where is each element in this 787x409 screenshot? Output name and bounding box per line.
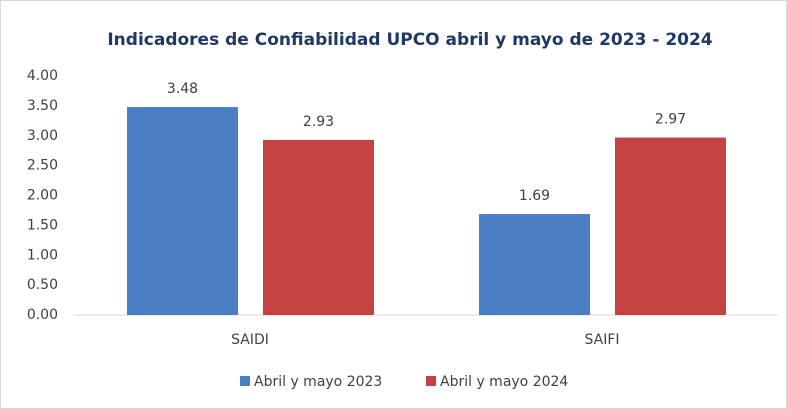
y-tick-label: 0.50 xyxy=(27,277,58,293)
data-label: 2.93 xyxy=(303,114,334,130)
x-tick-label: SAIFI xyxy=(584,332,619,348)
bar xyxy=(615,137,726,315)
bar xyxy=(263,139,374,315)
x-tick-label: SAIDI xyxy=(231,332,269,348)
data-label: 1.69 xyxy=(519,188,550,204)
y-tick-label: 1.00 xyxy=(27,247,58,263)
y-tick-label: 1.50 xyxy=(27,217,58,233)
y-tick-label: 3.50 xyxy=(27,98,58,114)
y-tick-label: 0.00 xyxy=(27,307,58,323)
y-tick-label: 3.00 xyxy=(27,128,58,144)
bar xyxy=(127,107,238,315)
y-tick-label: 2.50 xyxy=(27,158,58,174)
data-label: 3.48 xyxy=(167,81,198,97)
legend-label: Abril y mayo 2024 xyxy=(440,374,568,390)
chart-title: Indicadores de Confiabilidad UPCO abril … xyxy=(107,30,712,50)
legend-swatch xyxy=(426,376,436,386)
y-tick-label: 2.00 xyxy=(27,188,58,204)
data-label: 2.97 xyxy=(655,112,686,128)
y-tick-label: 4.00 xyxy=(27,68,58,84)
bar xyxy=(479,214,590,315)
legend-swatch xyxy=(240,376,250,386)
legend-label: Abril y mayo 2023 xyxy=(254,374,382,390)
